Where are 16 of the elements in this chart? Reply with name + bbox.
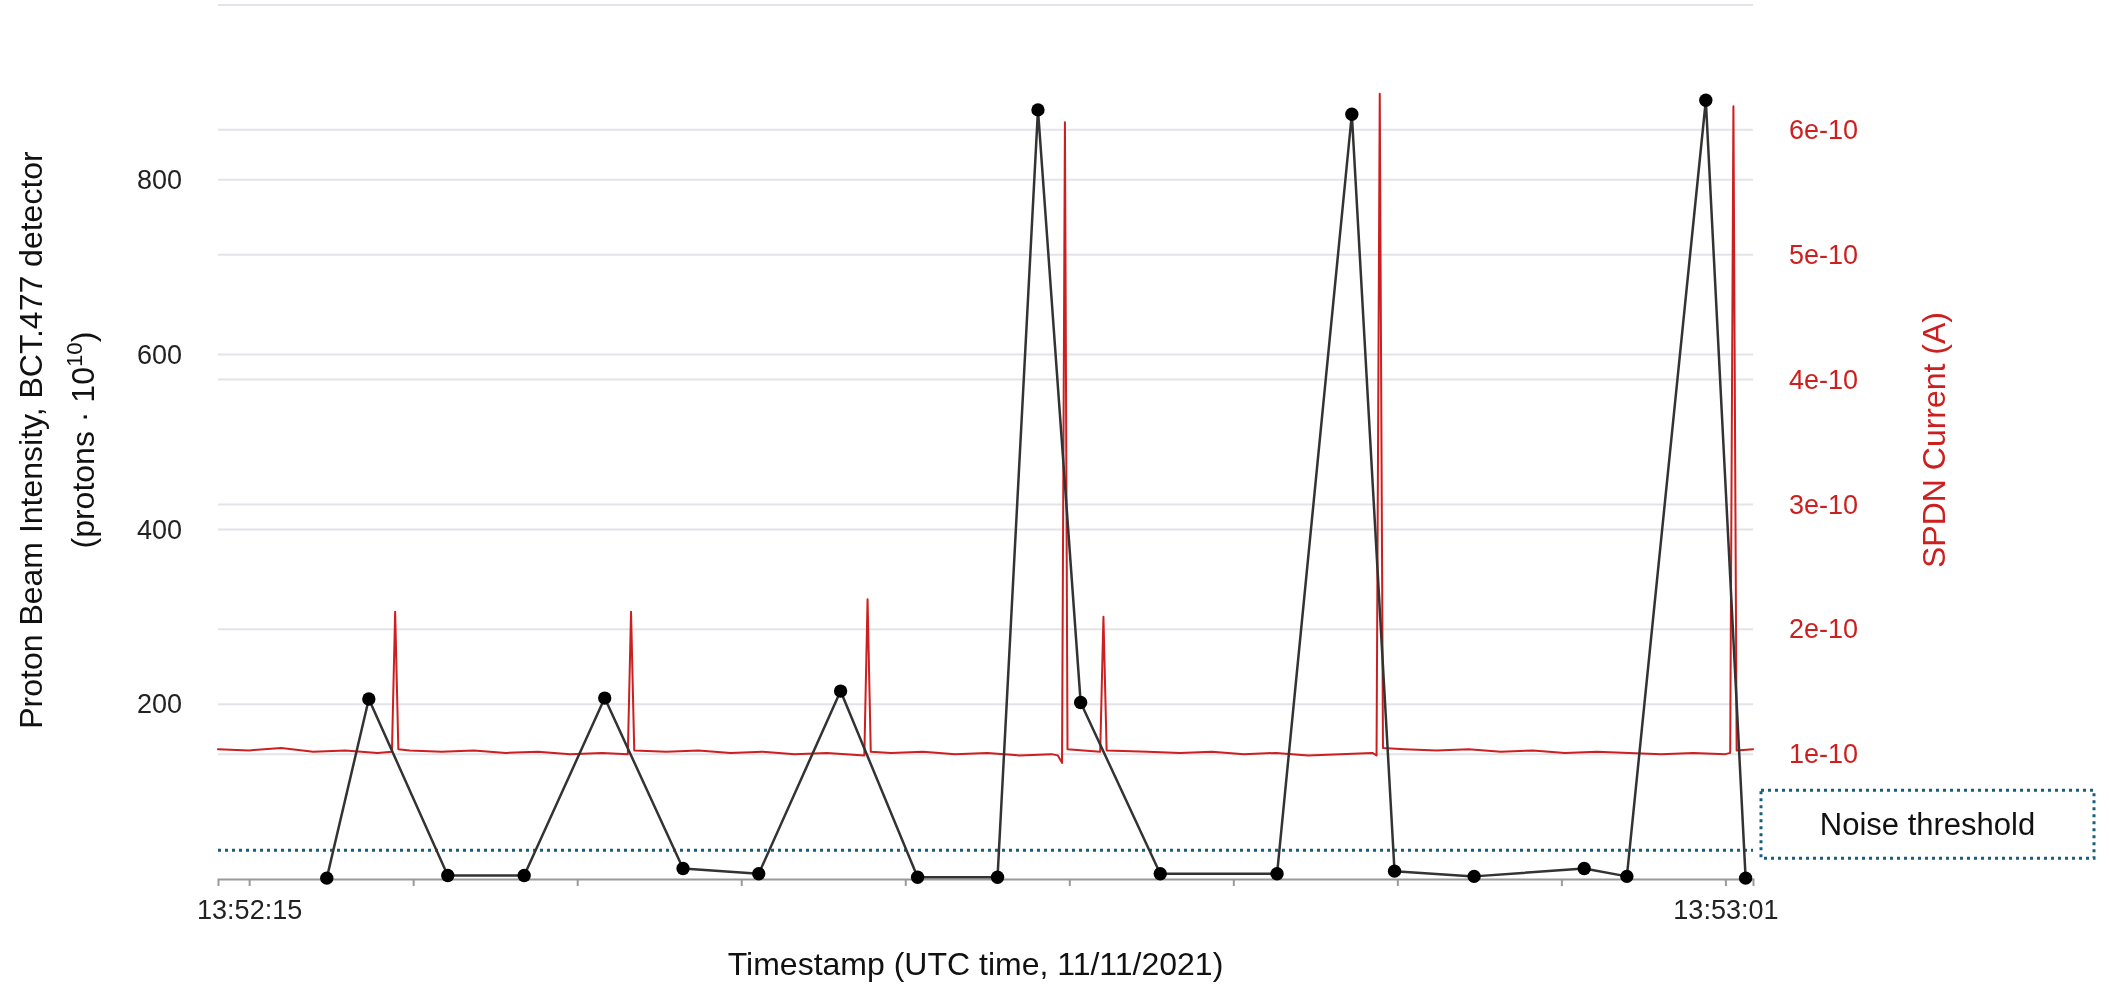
- x-axis-title: Timestamp (UTC time, 11/11/2021): [727, 946, 1224, 982]
- y-tick-label: 200: [136, 689, 182, 720]
- y2-tick-label: 3e-10: [1789, 489, 1859, 520]
- y2-tick-label: 4e-10: [1789, 364, 1859, 395]
- line-series: [217, 92, 1754, 764]
- y2-tick-label: 6e-10: [1789, 115, 1859, 145]
- y2-tick-label: 1e-10: [1789, 739, 1859, 770]
- ref-line-label: Noise threshold: [1819, 807, 2036, 843]
- y2-tick-label: 5e-10: [1789, 239, 1859, 270]
- y2-tick-label: 2e-10: [1789, 614, 1859, 645]
- y-tick-label: 400: [136, 514, 182, 545]
- y-tick-label: 600: [136, 339, 182, 370]
- x-tick-label: 13:53:01: [1673, 895, 1779, 926]
- y2-axis-title: SPDN Current (A): [1916, 311, 1952, 569]
- y-tick-label: 800: [136, 164, 182, 195]
- x-tick-label: 13:52:15: [197, 895, 303, 926]
